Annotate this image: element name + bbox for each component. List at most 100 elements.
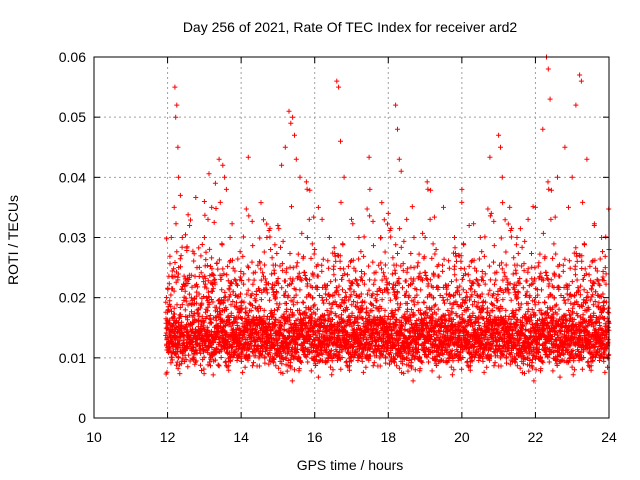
data-point: [319, 216, 325, 222]
data-point: [496, 132, 502, 138]
x-tick-label: 14: [233, 429, 249, 445]
data-point: [187, 223, 193, 228]
data-point: [577, 72, 583, 78]
data-point: [227, 235, 233, 240]
data-point: [459, 186, 465, 192]
data-point: [385, 210, 391, 216]
x-tick-label: 10: [86, 429, 102, 445]
data-point: [584, 156, 590, 162]
data-point: [477, 235, 483, 240]
data-point: [466, 223, 472, 228]
data-point: [275, 223, 281, 228]
data-point: [168, 235, 174, 240]
y-tick-label: 0.02: [59, 290, 86, 306]
data-point: [201, 235, 207, 240]
data-point: [396, 156, 402, 162]
data-point: [545, 66, 551, 72]
data-point: [349, 216, 354, 222]
x-tick-label: 22: [528, 429, 544, 445]
data-point: [602, 265, 608, 271]
data-point: [591, 223, 597, 228]
data-point: [441, 204, 446, 210]
data-point: [172, 84, 178, 90]
data-point: [279, 162, 285, 168]
data-point: [540, 126, 546, 132]
data-point: [525, 216, 531, 222]
data-point: [194, 265, 200, 271]
y-tick-label: 0.03: [59, 230, 86, 246]
data-point: [336, 84, 342, 90]
data-point: [257, 259, 262, 265]
data-point: [174, 102, 180, 108]
data-point: [176, 174, 182, 180]
data-point: [566, 204, 571, 210]
data-point: [334, 78, 340, 84]
x-tick-label: 12: [160, 429, 176, 445]
data-point: [286, 108, 292, 114]
data-point: [209, 204, 215, 210]
data-point: [179, 235, 185, 240]
data-point: [292, 132, 297, 138]
data-point: [507, 204, 513, 210]
data-point: [326, 235, 332, 240]
y-tick-labels: 0 0.01 0.02 0.03 0.04 0.05 0.06: [59, 49, 86, 426]
data-point: [171, 204, 177, 210]
data-point: [173, 114, 179, 120]
data-point: [411, 235, 417, 240]
data-points: [163, 54, 612, 384]
data-point: [312, 247, 318, 252]
data-point: [367, 186, 373, 192]
data-point: [315, 204, 321, 210]
data-point: [356, 235, 362, 240]
data-point: [212, 180, 218, 186]
data-point: [395, 126, 400, 132]
data-point-cloud: [163, 154, 612, 384]
data-point: [547, 96, 553, 102]
data-point: [498, 144, 503, 150]
data-point: [341, 174, 347, 180]
data-point: [499, 174, 505, 180]
data-point: [177, 192, 183, 198]
data-point: [398, 168, 404, 174]
data-point: [488, 210, 494, 216]
data-point: [175, 144, 181, 150]
axis-ticks: [93, 56, 610, 419]
data-point: [223, 186, 229, 192]
data-point: [290, 114, 296, 120]
data-point: [216, 156, 222, 162]
data-point: [452, 235, 457, 240]
x-tick-label: 18: [380, 429, 396, 445]
data-point: [514, 235, 520, 240]
x-tick-labels: 10 12 14 16 18 20 22 24: [86, 429, 617, 445]
data-point: [433, 247, 439, 252]
data-point: [578, 78, 584, 84]
x-tick-label: 16: [307, 429, 323, 445]
y-tick-label: 0.06: [59, 49, 86, 65]
y-tick-label: 0.04: [59, 169, 86, 185]
data-point: [555, 174, 560, 180]
data-point: [338, 138, 343, 144]
data-point: [404, 216, 410, 222]
data-point: [297, 174, 303, 180]
data-point: [264, 235, 270, 240]
data-point: [282, 144, 288, 150]
data-point: [246, 265, 251, 271]
x-axis-label: GPS time / hours: [297, 457, 404, 473]
data-point: [205, 216, 211, 222]
y-tick-label: 0.01: [59, 350, 86, 366]
y-tick-label: 0: [78, 410, 86, 426]
chart-title: Day 256 of 2021, Rate Of TEC Index for r…: [183, 19, 518, 35]
data-point: [288, 120, 294, 126]
data-point: [268, 247, 274, 252]
x-tick-label: 24: [601, 429, 617, 445]
data-point: [293, 156, 299, 162]
data-point: [532, 204, 538, 210]
y-tick-label: 0.05: [59, 109, 86, 125]
data-point: [222, 174, 228, 180]
data-point: [304, 235, 310, 240]
x-tick-label: 20: [454, 429, 470, 445]
data-point: [378, 235, 384, 240]
data-point: [562, 144, 568, 150]
data-point: [393, 102, 399, 108]
